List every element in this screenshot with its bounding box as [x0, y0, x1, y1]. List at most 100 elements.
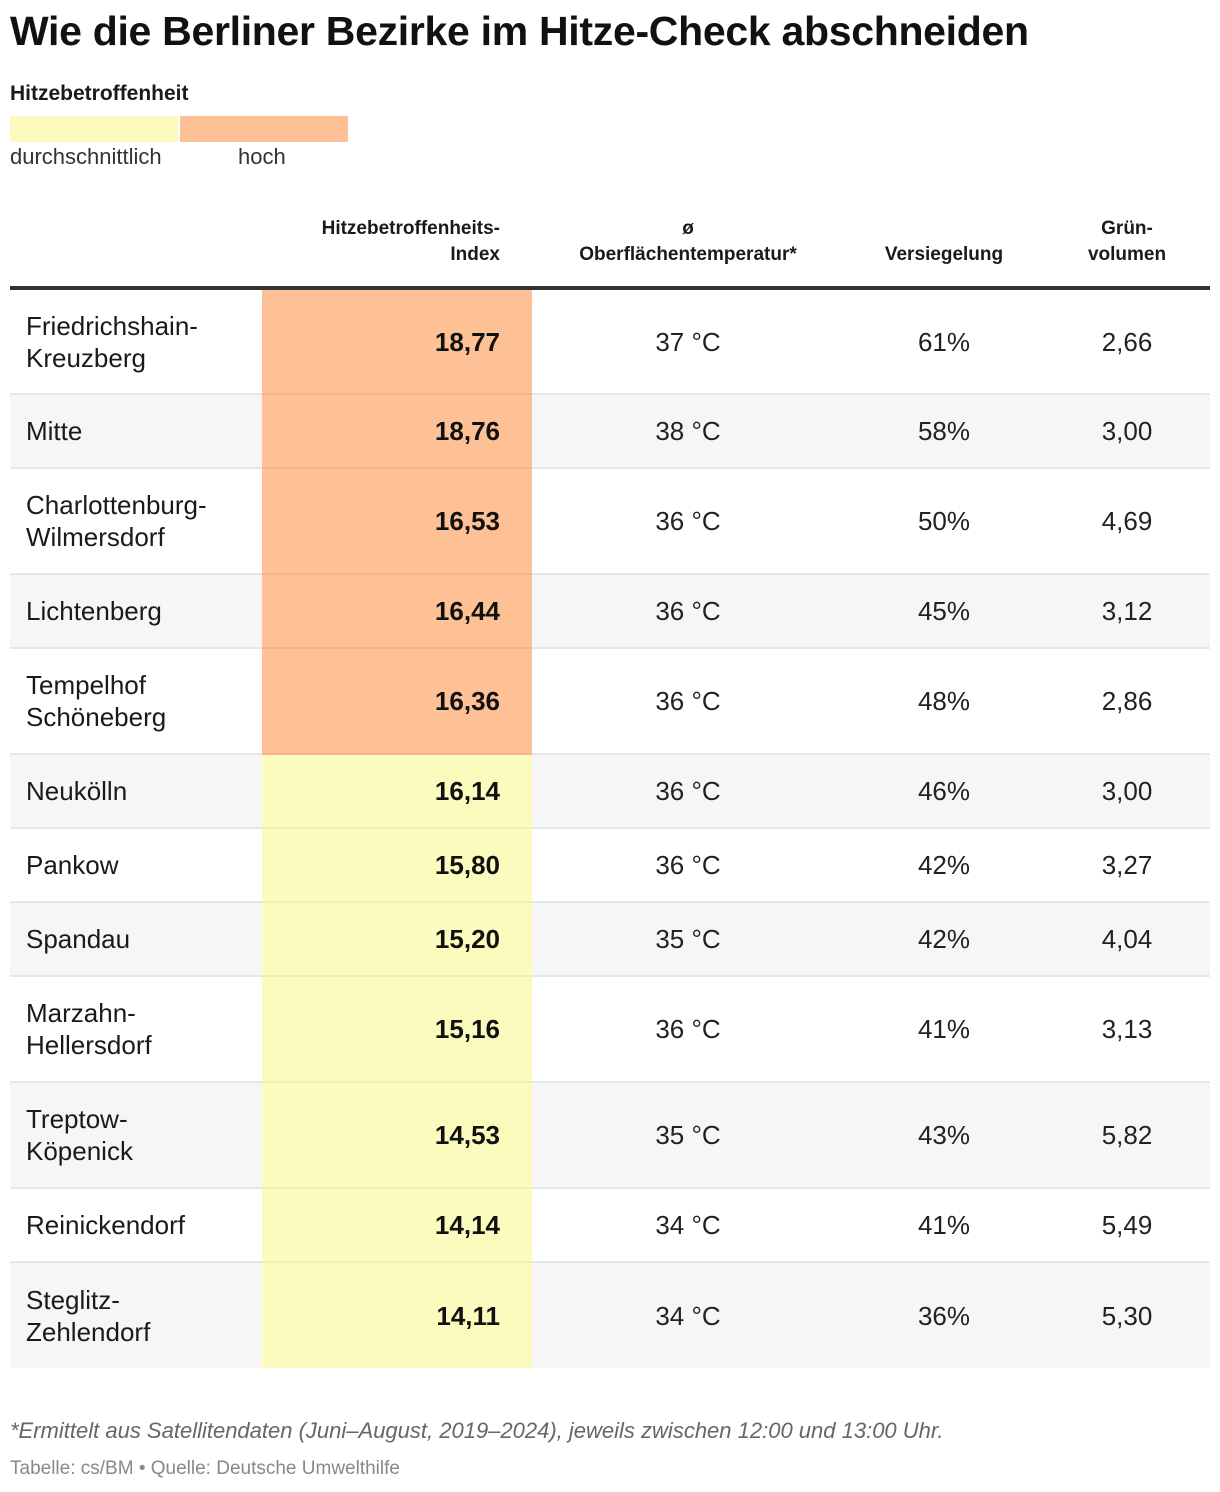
surface-temperature-cell: 36 °C	[532, 468, 844, 575]
green-volume-cell: 4,69	[1044, 468, 1210, 575]
sealing-cell: 36%	[844, 1262, 1044, 1368]
surface-temperature-cell: 36 °C	[532, 754, 844, 829]
surface-temperature-cell: 35 °C	[532, 902, 844, 977]
surface-temperature-cell: 36 °C	[532, 648, 844, 755]
legend-swatch-durchschnittlich	[10, 116, 178, 142]
header-name	[10, 216, 262, 290]
sealing-cell: 46%	[844, 754, 1044, 829]
header-temp-line1: ø	[682, 218, 694, 239]
green-volume-cell: 3,00	[1044, 394, 1210, 469]
district-name: Treptow- Köpenick	[10, 1082, 262, 1189]
heat-index-cell: 18,77	[262, 288, 532, 395]
heat-index-cell: 15,80	[262, 828, 532, 903]
district-name-line: Hellersdorf	[26, 1030, 152, 1060]
header-seal-line1: Versiegelung	[884, 244, 1004, 265]
table-row: Marzahn- Hellersdorf 15,16 36 °C 41% 3,13	[10, 976, 1210, 1083]
district-name-line: Zehlendorf	[26, 1316, 151, 1347]
green-volume-cell: 5,49	[1044, 1188, 1210, 1263]
sealing-cell: 48%	[844, 648, 1044, 755]
surface-temperature-cell: 36 °C	[532, 828, 844, 903]
heat-index-cell: 16,44	[262, 574, 532, 649]
sealing-cell: 41%	[844, 1188, 1044, 1263]
sealing-cell: 61%	[844, 288, 1044, 395]
table-row: Neukölln 16,14 36 °C 46% 3,00	[10, 754, 1210, 829]
heat-index-cell: 14,53	[262, 1082, 532, 1189]
district-name-line: Charlottenburg-	[26, 490, 207, 520]
sealing-cell: 42%	[844, 828, 1044, 903]
district-name-line: Wilmersdorf	[26, 522, 165, 552]
green-volume-cell: 3,12	[1044, 574, 1210, 649]
district-name: Neukölln	[10, 754, 262, 829]
district-name: Pankow	[10, 828, 262, 903]
table-row: Mitte 18,76 38 °C 58% 3,00	[10, 394, 1210, 469]
green-volume-cell: 3,00	[1044, 754, 1210, 829]
surface-temperature-cell: 34 °C	[532, 1188, 844, 1263]
green-volume-cell: 3,27	[1044, 828, 1210, 903]
sealing-cell: 58%	[844, 394, 1044, 469]
heat-index-cell: 16,53	[262, 468, 532, 575]
district-name-line: Mitte	[26, 416, 83, 446]
table-header: Hitzebetroffenheits- Index ø Oberflächen…	[10, 216, 1210, 290]
surface-temperature-cell: 34 °C	[532, 1262, 844, 1368]
district-name-line: Friedrichshain-	[26, 310, 198, 341]
header-green-line2: volumen	[1087, 244, 1167, 265]
legend-label-durchschnittlich: durchschnittlich	[10, 144, 162, 169]
page-title: Wie die Berliner Bezirke im Hitze-Check …	[10, 8, 1029, 54]
green-volume-cell: 5,82	[1044, 1082, 1210, 1189]
district-name: Friedrichshain- Kreuzberg	[10, 288, 262, 395]
header-temp-line2: Oberflächentemperatur*	[579, 244, 797, 265]
green-volume-cell: 5,30	[1044, 1262, 1210, 1368]
district-name-line: Lichtenberg	[26, 596, 162, 626]
green-volume-cell: 3,13	[1044, 976, 1210, 1083]
heat-index-cell: 14,11	[262, 1262, 532, 1368]
surface-temperature-cell: 35 °C	[532, 1082, 844, 1189]
table-row: Charlottenburg- Wilmersdorf 16,53 36 °C 50% 4…	[10, 468, 1210, 575]
heat-index-cell: 16,14	[262, 754, 532, 829]
heat-index-cell: 15,20	[262, 902, 532, 977]
heat-index-cell: 18,76	[262, 394, 532, 469]
table-row: Friedrichshain- Kreuzberg 18,77 37 °C 61% 2,6…	[10, 288, 1210, 395]
district-name: Steglitz- Zehlendorf	[10, 1262, 262, 1368]
district-name-line: Pankow	[26, 850, 119, 880]
legend-swatch-hoch	[180, 116, 348, 142]
district-name: Mitte	[10, 394, 262, 469]
sealing-cell: 45%	[844, 574, 1044, 649]
district-name: Reinickendorf	[10, 1188, 262, 1263]
heat-index-cell: 15,16	[262, 976, 532, 1083]
district-name-line: Tempelhof	[26, 670, 146, 700]
district-name: Spandau	[10, 902, 262, 977]
district-name-line: Köpenick	[26, 1136, 133, 1166]
legend-label-hoch: hoch	[238, 144, 286, 169]
header-index-line1: Hitzebetroffenheits-	[321, 218, 500, 239]
heat-index-cell: 14,14	[262, 1188, 532, 1263]
district-name: Marzahn- Hellersdorf	[10, 976, 262, 1083]
table-row: Tempelhof Schöneberg 16,36 36 °C 48% 2,86	[10, 648, 1210, 755]
table-row: Treptow- Köpenick 14,53 35 °C 43% 5,82	[10, 1082, 1210, 1189]
district-name: Tempelhof Schöneberg	[10, 648, 262, 755]
table-body: Friedrichshain- Kreuzberg 18,77 37 °C 61% 2,6…	[10, 288, 1210, 1368]
heat-index-cell: 16,36	[262, 648, 532, 755]
header-temperature: ø Oberflächentemperatur*	[532, 216, 844, 290]
source-credit: Tabelle: cs/BM • Quelle: Deutsche Umwelt…	[10, 1458, 400, 1479]
footnote: *Ermittelt aus Satellitendaten (Juni–Aug…	[10, 1418, 944, 1443]
district-name-line: Spandau	[26, 924, 131, 954]
green-volume-cell: 2,86	[1044, 648, 1210, 755]
header-green-volume: Grün- volumen	[1044, 216, 1210, 290]
table-row: Steglitz- Zehlendorf 14,11 34 °C 36% 5,30	[10, 1262, 1210, 1368]
surface-temperature-cell: 36 °C	[532, 574, 844, 649]
district-name-line: Kreuzberg	[26, 342, 146, 373]
district-name: Lichtenberg	[10, 574, 262, 649]
sealing-cell: 42%	[844, 902, 1044, 977]
table-row: Reinickendorf 14,14 34 °C 41% 5,49	[10, 1188, 1210, 1263]
sealing-cell: 50%	[844, 468, 1044, 575]
district-name: Charlottenburg- Wilmersdorf	[10, 468, 262, 575]
sealing-cell: 41%	[844, 976, 1044, 1083]
district-name-line: Schöneberg	[26, 702, 167, 732]
district-name-line: Marzahn-	[26, 998, 136, 1028]
header-index: Hitzebetroffenheits- Index	[262, 216, 532, 290]
green-volume-cell: 2,66	[1044, 288, 1210, 395]
district-name-line: Reinickendorf	[26, 1210, 185, 1240]
legend-title: Hitzebetroffenheit	[10, 82, 189, 105]
district-name-line: Steglitz-	[26, 1284, 120, 1315]
district-table: Hitzebetroffenheits- Index ø Oberflächen…	[10, 216, 1210, 1368]
